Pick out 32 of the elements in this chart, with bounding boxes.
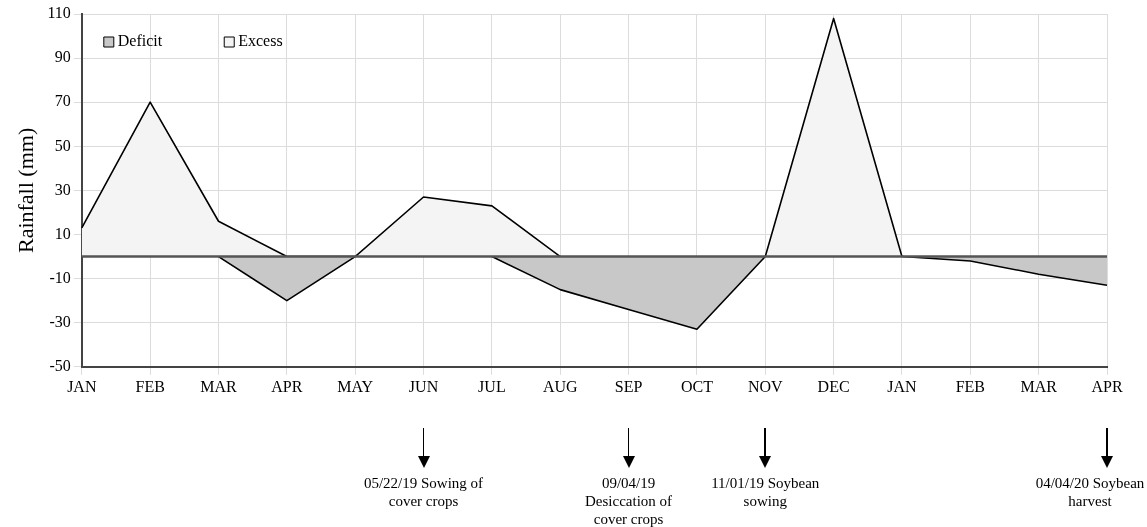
x-tick-label: APR	[271, 377, 303, 395]
y-tick-label: 10	[54, 224, 71, 242]
y-tick-label: 110	[47, 4, 71, 22]
x-tick-label: FEB	[955, 377, 985, 395]
y-axis-title: Rainfall (mm)	[12, 127, 38, 254]
y-tick-label: -10	[49, 268, 71, 286]
x-tick-label: MAR	[200, 377, 238, 395]
x-tick-label: DEC	[817, 377, 850, 395]
x-tick-label: JAN	[67, 377, 97, 395]
text: 09/04/19 Desiccation of cover crops	[584, 474, 674, 527]
x-tick-label: MAY	[337, 377, 374, 395]
y-tick-label: -30	[49, 312, 71, 330]
legend-label: Excess	[238, 32, 283, 50]
text: 05/22/19 Sowing of cover crops	[362, 474, 485, 510]
y-tick-label: 70	[54, 92, 71, 110]
x-tick-label: NOV	[747, 377, 784, 395]
text: 04/04/20 Soybean harvest	[1035, 474, 1145, 510]
x-tick-label: AUG	[542, 377, 578, 395]
legend-label: Deficit	[117, 32, 163, 50]
y-tick-label: 30	[54, 180, 71, 198]
x-tick-label: JUL	[478, 377, 506, 395]
y-tick-label: 90	[54, 48, 71, 66]
x-tick-label: MAR	[1020, 377, 1058, 395]
text: 11/01/19 Soybean sowing	[710, 474, 821, 510]
x-tick-label: JUN	[408, 377, 439, 395]
y-tick-label: 50	[54, 136, 71, 154]
x-tick-label: JAN	[887, 377, 918, 395]
x-tick-label: SEP	[614, 377, 643, 395]
x-tick-label: FEB	[135, 377, 165, 395]
x-tick-label: APR	[1091, 377, 1123, 395]
y-tick-label: -50	[49, 357, 71, 374]
x-tick-label: OCT	[680, 377, 714, 395]
